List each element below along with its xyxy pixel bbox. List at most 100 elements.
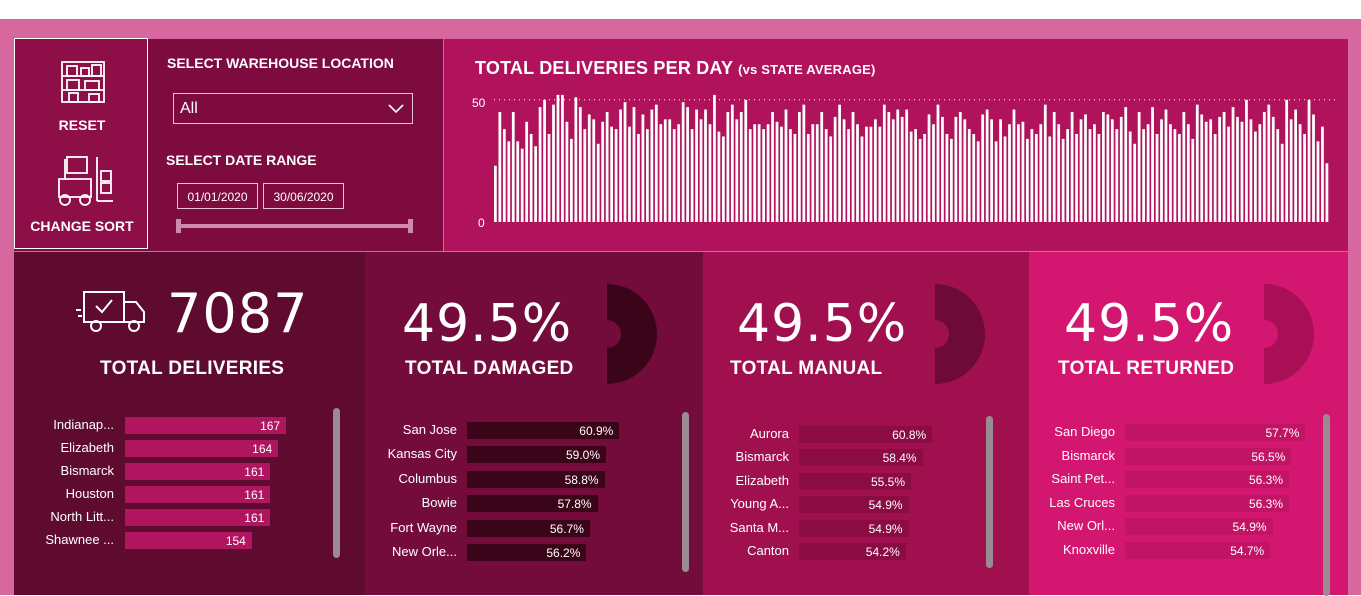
chart-bar[interactable] <box>1124 107 1128 222</box>
chart-bar[interactable] <box>900 116 904 222</box>
chart-bar[interactable] <box>663 119 667 222</box>
chart-bar[interactable] <box>869 126 873 222</box>
chart-bar[interactable] <box>552 104 555 222</box>
city-bar[interactable]: 56.7% <box>467 519 590 537</box>
chart-bar[interactable] <box>1115 129 1119 222</box>
chart-bar[interactable] <box>762 129 766 222</box>
chart-bar[interactable] <box>802 104 806 222</box>
chart-bar[interactable] <box>851 112 855 222</box>
city-bar[interactable]: 56.5% <box>1125 447 1292 465</box>
chart-bar[interactable] <box>1236 116 1239 222</box>
end-date-field[interactable]: 30/06/2020 <box>263 183 344 209</box>
chart-bar[interactable] <box>668 119 672 222</box>
chart-bar[interactable] <box>1110 119 1114 222</box>
chart-bar[interactable] <box>1280 143 1284 222</box>
chart-bar[interactable] <box>865 126 868 222</box>
chart-bar[interactable] <box>628 126 631 222</box>
chart-bar[interactable] <box>735 119 739 222</box>
chart-bar[interactable] <box>1084 114 1087 222</box>
chart-bar[interactable] <box>610 126 614 222</box>
chart-bar[interactable] <box>596 143 600 222</box>
chart-bar[interactable] <box>882 104 886 222</box>
chart-bar[interactable] <box>1102 112 1105 222</box>
chart-bar[interactable] <box>829 136 833 222</box>
chart-bar[interactable] <box>583 129 587 222</box>
chart-bar[interactable] <box>806 134 810 222</box>
chart-bar[interactable] <box>1276 129 1280 222</box>
city-bar[interactable]: 58.4% <box>799 449 923 467</box>
scrollbar[interactable] <box>1323 414 1330 596</box>
chart-bar[interactable] <box>824 129 828 222</box>
chart-bar[interactable] <box>699 119 703 222</box>
city-bar[interactable]: 56.2% <box>467 544 587 561</box>
chart-bar[interactable] <box>556 94 560 222</box>
city-bar[interactable]: 60.8% <box>799 426 933 443</box>
chart-bar[interactable] <box>914 129 918 222</box>
chart-bar[interactable] <box>1169 124 1172 222</box>
change-sort-button[interactable] <box>51 153 117 214</box>
chart-bar[interactable] <box>1245 99 1248 222</box>
chart-bar[interactable] <box>1191 138 1195 222</box>
chart-bar[interactable] <box>1195 104 1199 222</box>
chart-bar[interactable] <box>601 121 605 222</box>
chart-bar[interactable] <box>1093 124 1096 222</box>
chart-bar[interactable] <box>1173 129 1177 222</box>
scrollbar[interactable] <box>986 416 993 568</box>
reset-label[interactable]: RESET <box>58 117 106 133</box>
chart-bar[interactable] <box>1137 112 1141 222</box>
chart-bar[interactable] <box>722 136 725 222</box>
chart-bar[interactable] <box>704 109 707 222</box>
chart-bar[interactable] <box>1249 119 1253 222</box>
city-bar[interactable]: 161 <box>125 509 271 526</box>
city-bar[interactable]: 58.8% <box>467 470 605 488</box>
city-bar[interactable]: 57.7% <box>1125 424 1306 441</box>
chart-bar[interactable] <box>994 141 998 222</box>
city-bar[interactable]: 164 <box>125 440 279 457</box>
chart-bar[interactable] <box>1075 134 1078 222</box>
chart-bar[interactable] <box>945 134 949 222</box>
chart-bar[interactable] <box>981 114 985 222</box>
chart-bar[interactable] <box>878 126 882 222</box>
city-bar[interactable]: 161 <box>125 463 271 480</box>
chart-bar[interactable] <box>726 112 730 222</box>
chart-bar[interactable] <box>793 134 797 222</box>
chart-bar[interactable] <box>1209 119 1213 222</box>
chart-bar[interactable] <box>748 129 752 222</box>
chart-bar[interactable] <box>1178 134 1181 222</box>
chart-bar[interactable] <box>950 138 953 222</box>
chart-bar[interactable] <box>887 112 891 222</box>
chart-bar[interactable] <box>780 126 783 222</box>
chart-bar[interactable] <box>623 102 627 222</box>
chart-bar[interactable] <box>1298 124 1302 222</box>
chart-bar[interactable] <box>744 99 748 222</box>
slider-start-handle[interactable] <box>176 219 181 233</box>
chart-bar[interactable] <box>1267 104 1271 222</box>
chart-bar[interactable] <box>1128 131 1132 222</box>
chart-bar[interactable] <box>1079 119 1083 222</box>
chart-bar[interactable] <box>543 99 546 222</box>
chart-bar[interactable] <box>1325 163 1329 222</box>
chart-bar[interactable] <box>605 112 609 222</box>
start-date-field[interactable]: 01/01/2020 <box>177 183 258 209</box>
chart-bar[interactable] <box>856 124 859 222</box>
chart-bar[interactable] <box>1240 121 1244 222</box>
chart-bar[interactable] <box>766 124 770 222</box>
chart-bar[interactable] <box>614 129 618 222</box>
chart-bar[interactable] <box>686 107 690 222</box>
chart-bar[interactable] <box>561 94 564 222</box>
chart-bar[interactable] <box>592 119 596 222</box>
chart-bar[interactable] <box>1070 112 1074 222</box>
chart-bar[interactable] <box>1057 124 1061 222</box>
chart-bar[interactable] <box>1043 104 1047 222</box>
chart-bar[interactable] <box>833 116 837 222</box>
chart-bar[interactable] <box>789 129 792 222</box>
chart-bar[interactable] <box>534 146 538 222</box>
chart-bar[interactable] <box>860 136 864 222</box>
chart-bar[interactable] <box>1218 116 1222 222</box>
chart-bar[interactable] <box>847 129 850 222</box>
chart-bar[interactable] <box>1312 114 1315 222</box>
chart-bar[interactable] <box>525 121 529 222</box>
chart-bar[interactable] <box>1307 99 1311 222</box>
change-sort-label[interactable]: CHANGE SORT <box>30 218 134 234</box>
chart-bar[interactable] <box>811 124 815 222</box>
